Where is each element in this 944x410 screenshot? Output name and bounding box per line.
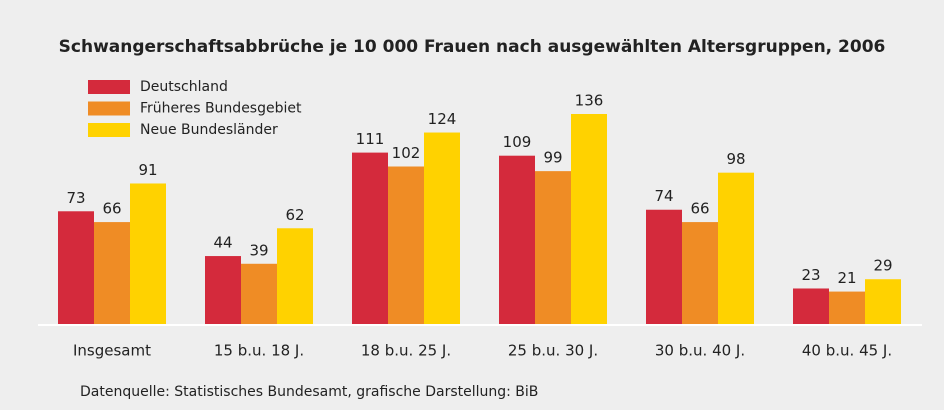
value-label: 66 (690, 200, 709, 218)
value-label: 109 (503, 133, 532, 151)
value-label: 91 (138, 161, 157, 179)
value-label: 73 (66, 189, 85, 207)
bar (535, 171, 571, 324)
bar (424, 132, 460, 324)
source-note: Datenquelle: Statistisches Bundesamt, gr… (80, 384, 538, 400)
value-label: 98 (726, 150, 745, 168)
bar (130, 183, 166, 324)
value-label: 62 (285, 206, 304, 224)
value-label: 23 (801, 266, 820, 284)
bar (499, 155, 535, 324)
value-label: 102 (392, 144, 421, 162)
bar (865, 279, 901, 324)
bar (94, 222, 130, 324)
value-label: 66 (102, 200, 121, 218)
legend-label: Früheres Bundesgebiet (140, 101, 302, 117)
x-tick-label: 25 b.u. 30 J. (508, 342, 598, 360)
x-tick-label: 18 b.u. 25 J. (361, 342, 451, 360)
bar (646, 209, 682, 324)
value-label: 99 (543, 149, 562, 167)
x-tick-label: 30 b.u. 40 J. (655, 342, 745, 360)
bar (277, 228, 313, 324)
value-label: 124 (428, 110, 457, 128)
value-label: 74 (654, 187, 673, 205)
value-label: 39 (249, 241, 268, 259)
bar (829, 291, 865, 324)
bar (352, 152, 388, 324)
legend-label: Neue Bundesländer (140, 122, 278, 138)
value-label: 136 (575, 92, 604, 110)
bar (241, 263, 277, 324)
bar (571, 114, 607, 324)
chart-title: Schwangerschaftsabbrüche je 10 000 Fraue… (59, 37, 886, 57)
x-tick-label: 40 b.u. 45 J. (802, 342, 892, 360)
x-tick-label: 15 b.u. 18 J. (214, 342, 304, 360)
legend-label: Deutschland (140, 79, 228, 95)
bar (205, 256, 241, 324)
bar (388, 166, 424, 324)
value-label: 44 (213, 234, 232, 252)
bar (793, 288, 829, 324)
bar (718, 172, 754, 324)
legend-swatch (88, 123, 130, 137)
bar (58, 211, 94, 324)
legend-swatch (88, 80, 130, 94)
x-tick-label: Insgesamt (73, 342, 151, 360)
value-label: 21 (837, 269, 856, 287)
value-label: 111 (356, 130, 385, 148)
legend-swatch (88, 101, 130, 116)
value-label: 29 (873, 257, 892, 275)
bar (682, 222, 718, 324)
